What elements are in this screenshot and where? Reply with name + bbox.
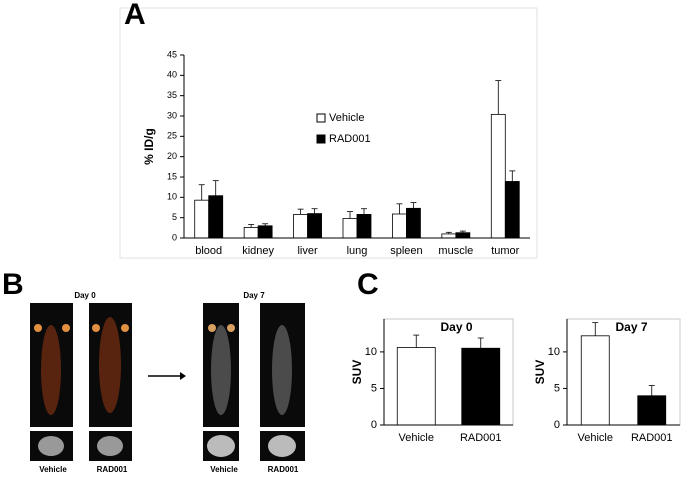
x-tick-label: RAD001 [631, 432, 673, 444]
x-tick-label: Vehicle [578, 432, 613, 444]
bar [257, 225, 273, 239]
x-tick-label: kidney [242, 245, 274, 257]
x-tick-label: Vehicle [399, 432, 434, 444]
bar [194, 199, 210, 239]
bar [243, 227, 259, 239]
bar [307, 213, 322, 239]
bar [392, 213, 407, 239]
y-tick-label: 30 [167, 110, 177, 120]
y-axis-label: % ID/g [142, 128, 156, 165]
bar [637, 395, 667, 426]
legend-label: RAD001 [329, 133, 371, 145]
legend-label: Vehicle [329, 112, 364, 124]
y-axis-label: SUV [533, 360, 547, 385]
y-tick-label: 20 [167, 151, 177, 161]
bar [342, 218, 358, 239]
y-tick-label: 5 [371, 382, 377, 394]
day-label: Day 0 [74, 291, 96, 300]
legend-swatch [316, 113, 326, 123]
y-tick-label: 10 [365, 346, 377, 358]
bar [490, 113, 506, 239]
y-tick-label: 15 [167, 171, 177, 181]
chart-title: Day 0 [440, 320, 472, 334]
bar [461, 347, 501, 426]
bar [293, 214, 308, 239]
x-tick-label: tumor [491, 245, 519, 257]
bar [356, 214, 372, 239]
y-tick-label: 45 [167, 49, 177, 59]
group-label: RAD001 [97, 465, 128, 474]
bar [396, 347, 436, 426]
panel-label: A [124, 0, 146, 31]
group-label: Vehicle [210, 465, 238, 474]
y-tick-label: 5 [172, 212, 177, 222]
scan-images [30, 303, 305, 461]
y-tick-label: 0 [554, 419, 560, 431]
y-tick-label: 0 [172, 232, 177, 242]
day-label: Day 7 [243, 291, 265, 300]
y-tick-label: 10 [167, 192, 177, 202]
panel-a-frame [119, 7, 538, 259]
panel-label: B [2, 268, 24, 301]
bar [208, 195, 224, 239]
y-tick-label: 25 [167, 131, 177, 141]
bar [455, 232, 471, 239]
panel-label: C [357, 268, 379, 301]
y-tick-label: 10 [548, 346, 560, 358]
x-tick-label: blood [195, 245, 222, 257]
bar [504, 181, 520, 239]
y-tick-label: 40 [167, 70, 177, 80]
bar [580, 335, 610, 426]
bar [406, 207, 421, 239]
group-label: Vehicle [39, 465, 67, 474]
y-tick-label: 5 [554, 382, 560, 394]
x-tick-label: RAD001 [460, 432, 502, 444]
legend-swatch [316, 134, 326, 144]
x-tick-label: liver [297, 245, 318, 257]
y-tick-label: 35 [167, 90, 177, 100]
x-tick-label: spleen [390, 245, 422, 257]
chart-title: Day 7 [615, 320, 647, 334]
x-tick-label: lung [347, 245, 368, 257]
x-tick-label: muscle [438, 245, 473, 257]
bar [441, 233, 457, 239]
y-tick-label: 0 [371, 419, 377, 431]
y-axis-label: SUV [350, 360, 364, 385]
group-label: RAD001 [268, 465, 299, 474]
